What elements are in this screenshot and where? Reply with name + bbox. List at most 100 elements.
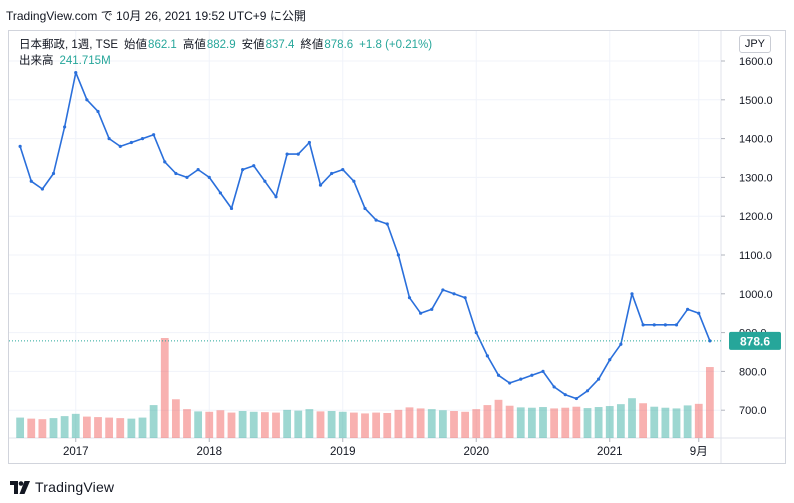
volume-value: 241.715M xyxy=(59,55,111,67)
volume-bar xyxy=(494,399,503,438)
price-point xyxy=(241,168,245,172)
price-point xyxy=(140,137,145,141)
currency-button[interactable]: JPY xyxy=(738,35,771,53)
publish-caption: TradingView.com で 10月 26, 2021 19:52 UTC… xyxy=(6,9,306,23)
chart-legend: 日本郵政, 1週, TSE 始値862.1 高値882.9 安値837.4 終値878.… xyxy=(19,37,432,69)
change-value: +1.8 (+0.21%) xyxy=(359,39,433,51)
price-point xyxy=(96,109,100,114)
tradingview-logo[interactable]: TradingView xyxy=(10,479,114,495)
price-point xyxy=(630,292,634,296)
volume-bar xyxy=(505,405,514,438)
grid xyxy=(9,31,785,463)
price-point xyxy=(541,369,545,373)
footer-bar: TradingView xyxy=(0,470,794,503)
volume-bar xyxy=(450,410,458,438)
price-point xyxy=(663,323,667,327)
volume-bar xyxy=(516,407,525,438)
last-price-marker[interactable]: 878.6 xyxy=(729,331,781,350)
price-point xyxy=(641,323,645,327)
price-point xyxy=(608,358,612,362)
price-point xyxy=(396,253,400,257)
time-tick-label: 2018 xyxy=(196,446,222,458)
volume-bar xyxy=(149,405,158,438)
price-point xyxy=(419,311,423,315)
symbol-label[interactable]: 日本郵政, 1週, TSE xyxy=(19,39,119,51)
volume-bar xyxy=(94,417,102,438)
volume-bar xyxy=(327,410,336,438)
price-point xyxy=(29,179,33,183)
price-point xyxy=(363,206,367,211)
price-point xyxy=(430,307,434,311)
price-point xyxy=(263,179,267,183)
volume-bar xyxy=(249,411,258,438)
price-point xyxy=(118,144,122,148)
volume-bar xyxy=(338,411,347,438)
price-point xyxy=(196,168,200,172)
price-axis[interactable]: 1600.0 1500.0 1400.0 1300.0 1200.0 1100.0 1000… xyxy=(721,56,781,417)
volume-bar xyxy=(116,418,125,438)
price-tick-label: 1200.0 xyxy=(739,211,773,223)
price-point xyxy=(330,171,334,176)
volume-bar xyxy=(427,409,436,438)
volume-bar xyxy=(438,410,447,438)
volume-label: 出来高 xyxy=(19,55,54,67)
volume-bar xyxy=(705,367,714,438)
price-point xyxy=(274,195,278,199)
volume-bar xyxy=(49,418,58,438)
last-price-marker-label: 878.6 xyxy=(740,334,770,348)
volume-bar xyxy=(394,409,403,438)
time-tick-label: 2017 xyxy=(63,446,89,458)
price-point xyxy=(129,140,133,145)
volume-bar xyxy=(694,403,703,438)
price-point xyxy=(552,385,556,389)
volume-bar xyxy=(583,408,592,438)
price-point xyxy=(285,152,289,156)
price-tick-label: 1000.0 xyxy=(739,289,773,301)
volume-bar xyxy=(82,416,91,438)
price-point xyxy=(708,339,712,343)
volume-bar xyxy=(138,417,147,438)
volume-bar xyxy=(683,405,692,438)
price-point xyxy=(318,183,323,187)
volume-bar xyxy=(183,409,191,438)
price-point xyxy=(563,393,567,397)
price-point xyxy=(619,342,623,346)
price-point xyxy=(674,323,679,327)
price-point xyxy=(63,125,67,129)
price-point xyxy=(697,311,701,315)
open-value: 862.1 xyxy=(148,39,177,51)
price-point xyxy=(530,373,534,377)
volume-bar xyxy=(316,411,325,438)
chart-panel[interactable]: 2017 2018 2019 2020 2021 9月 1600.0 1500.0 1400.… xyxy=(8,30,786,464)
price-point xyxy=(107,137,111,141)
volume-bar xyxy=(605,406,614,438)
volume-bar xyxy=(283,409,292,438)
time-tick-label: 2019 xyxy=(330,446,356,458)
price-point xyxy=(152,133,156,137)
low-value: 837.4 xyxy=(265,39,295,51)
price-point xyxy=(441,288,445,292)
volume-bar xyxy=(205,411,214,438)
time-axis: 2017 2018 2019 2020 2021 9月 xyxy=(63,438,708,458)
price-chart[interactable]: 2017 2018 2019 2020 2021 9月 1600.0 1500.0 1400.… xyxy=(9,31,785,463)
volume-bar xyxy=(294,410,303,438)
volume-bar xyxy=(472,409,481,438)
volume-bar xyxy=(594,407,603,438)
volume-bar xyxy=(349,412,358,438)
price-point xyxy=(174,171,178,176)
volume-bar xyxy=(416,408,425,438)
price-point xyxy=(374,218,378,222)
price-point xyxy=(496,373,501,377)
low-label: 安値 xyxy=(241,39,265,51)
price-point xyxy=(385,222,389,226)
volume-bar xyxy=(194,411,203,438)
volume-bar xyxy=(227,412,236,438)
price-point xyxy=(51,171,56,176)
volume-bar xyxy=(639,403,648,438)
price-point xyxy=(207,175,211,179)
volume-bar xyxy=(127,418,136,438)
volume-bar xyxy=(16,417,25,438)
price-point xyxy=(185,175,189,179)
time-tick-label: 9月 xyxy=(690,446,708,458)
price-point xyxy=(18,144,22,148)
